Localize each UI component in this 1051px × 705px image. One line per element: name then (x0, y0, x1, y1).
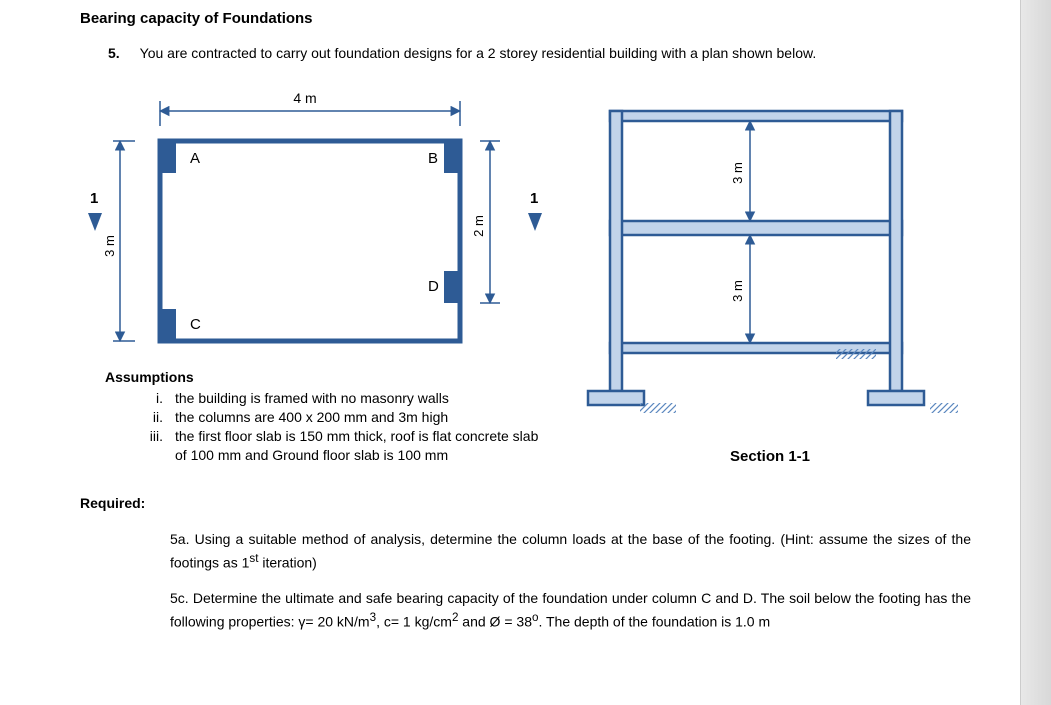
page-title: Bearing capacity of Foundations (80, 10, 971, 27)
dim-4m: 4 m (293, 90, 316, 106)
required-5c: 5c. Determine the ultimate and safe bear… (170, 588, 971, 633)
dim-upper-3m: 3 m (730, 162, 745, 184)
assumption-num: iii. (135, 427, 175, 465)
required-title: Required: (80, 495, 971, 511)
section-marker-left: 1 (90, 190, 98, 207)
plan-diagram: 4 m A B C D 3 (80, 81, 550, 361)
question-number: 5. (108, 45, 136, 61)
assumption-item: iii. the first floor slab is 150 mm thic… (135, 427, 550, 465)
scrollbar-gutter (1020, 0, 1051, 705)
assumption-item: i. the building is framed with no masonr… (135, 389, 550, 408)
dim-2m-right: 2 m (471, 215, 486, 237)
col-label-a: A (190, 150, 200, 167)
assumption-num: ii. (135, 408, 175, 427)
dim-lower-3m: 3 m (730, 280, 745, 302)
question-row: 5. You are contracted to carry out found… (108, 45, 971, 61)
section-marker-right: 1 (530, 190, 538, 207)
assumption-text: the columns are 400 x 200 mm and 3m high (175, 408, 448, 427)
section-diagram: 3 m 3 m Section 1-1 (580, 81, 960, 465)
question-text: You are contracted to carry out foundati… (140, 45, 817, 61)
assumption-text: the first floor slab is 150 mm thick, ro… (175, 427, 550, 465)
section-title: Section 1-1 (580, 448, 960, 465)
col-label-b: B (428, 150, 438, 167)
assumption-item: ii. the columns are 400 x 200 mm and 3m … (135, 408, 550, 427)
required-block: Required: 5a. Using a suitable method of… (80, 495, 971, 632)
dim-3m-left: 3 m (102, 235, 117, 257)
assumption-num: i. (135, 389, 175, 408)
col-label-d: D (428, 278, 439, 295)
assumptions-block: Assumptions i. the building is framed wi… (80, 369, 550, 465)
assumption-text: the building is framed with no masonry w… (175, 389, 449, 408)
assumptions-title: Assumptions (105, 369, 550, 385)
required-5a: 5a. Using a suitable method of analysis,… (170, 529, 971, 574)
col-label-c: C (190, 316, 201, 333)
